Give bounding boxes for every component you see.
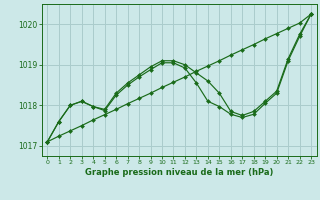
X-axis label: Graphe pression niveau de la mer (hPa): Graphe pression niveau de la mer (hPa) <box>85 168 273 177</box>
